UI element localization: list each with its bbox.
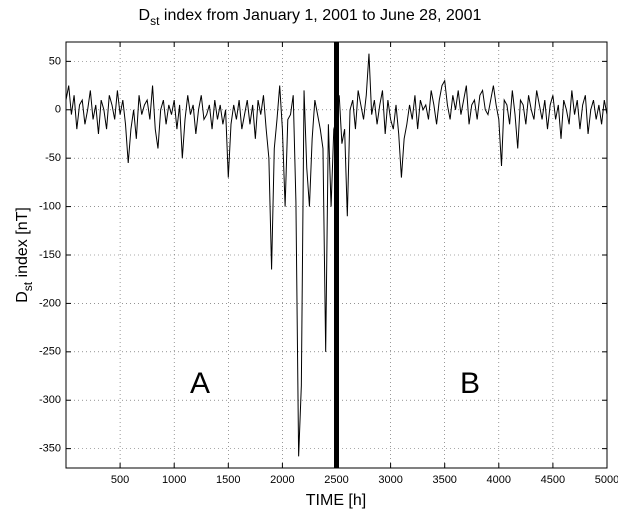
- x-tick-label: 3000: [378, 474, 402, 486]
- annotation: B: [460, 367, 480, 400]
- title-sub: st: [150, 14, 160, 28]
- y-tick-label: 0: [55, 104, 61, 116]
- x-axis-label: TIME [h]: [306, 492, 366, 509]
- y-tick-label: -100: [39, 200, 61, 212]
- y-tick-label: -200: [39, 297, 61, 309]
- title-part: D: [139, 7, 151, 24]
- x-tick-label: 1500: [216, 474, 240, 486]
- label-part: index [nT]: [14, 207, 31, 282]
- y-tick-label: -250: [39, 346, 61, 358]
- y-tick-label: -150: [39, 249, 61, 261]
- y-tick-label: -350: [39, 443, 61, 455]
- x-tick-label: 3500: [432, 474, 456, 486]
- x-tick-label: 500: [111, 474, 129, 486]
- label-part: D: [14, 291, 31, 303]
- annotation: A: [190, 367, 210, 400]
- chart-title: Dst index from January 1, 2001 to June 2…: [139, 7, 482, 28]
- x-tick-label: 2000: [270, 474, 294, 486]
- title-part: index from January 1, 2001 to June 28, 2…: [159, 7, 481, 24]
- y-tick-label: 50: [49, 55, 61, 67]
- x-tick-label: 4500: [541, 474, 565, 486]
- y-tick-label: -50: [45, 152, 61, 164]
- x-tick-label: 5000: [595, 474, 618, 486]
- x-tick-label: 1000: [162, 474, 186, 486]
- y-tick-label: -300: [39, 394, 61, 406]
- y-axis-label: Dst index [nT]: [14, 207, 35, 303]
- label-sub: st: [21, 281, 35, 291]
- x-tick-label: 2500: [324, 474, 348, 486]
- x-tick-label: 4000: [487, 474, 511, 486]
